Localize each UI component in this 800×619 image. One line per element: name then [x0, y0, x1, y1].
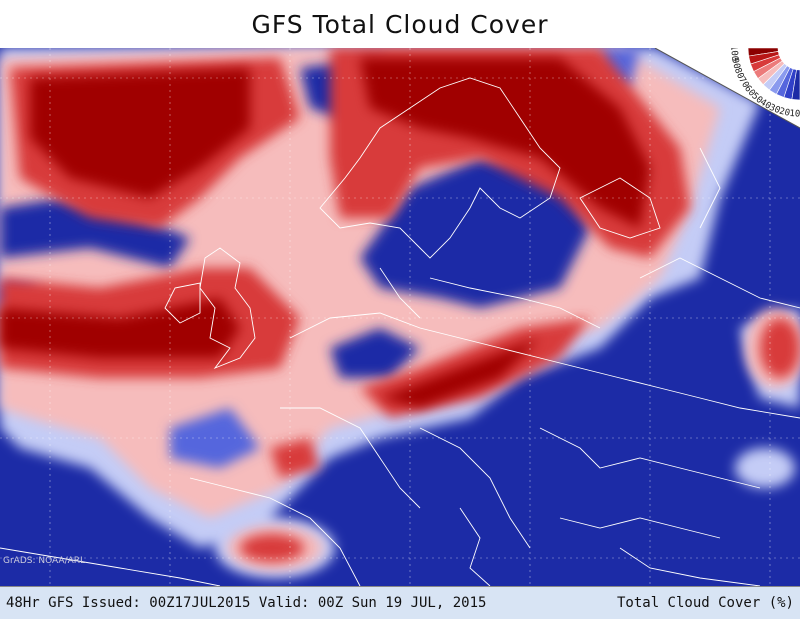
legend-label: 30: [768, 103, 782, 116]
legend-label: 80: [732, 67, 745, 81]
legend-label: 40: [758, 98, 772, 112]
variable-label: Total Cloud Cover (%): [616, 595, 794, 611]
cloud-cover-map: 100 90 80 70 60 50 40 30 20 10: [0, 48, 800, 586]
legend-swatch: [791, 69, 800, 101]
graticule: [0, 48, 800, 586]
coastlines: [0, 77, 800, 586]
credit-label: GrADS: NOAA/ARL: [3, 556, 86, 566]
chart-title: GFS Total Cloud Cover: [251, 10, 549, 39]
legend-label: 70: [736, 76, 750, 90]
legend-label: 20: [778, 107, 791, 119]
legend-label: 90: [729, 57, 741, 70]
status-footer: 48Hr GFS Issued: 00Z17JUL2015 Valid: 00Z…: [0, 586, 800, 619]
legend-label: 100: [728, 48, 739, 62]
legend-corner-edge: [654, 48, 800, 129]
overcast-layer: [0, 58, 650, 408]
issued-info: 48Hr GFS Issued: 00Z17JUL2015 Valid: 00Z…: [6, 595, 487, 611]
legend-label: 10: [789, 109, 800, 120]
